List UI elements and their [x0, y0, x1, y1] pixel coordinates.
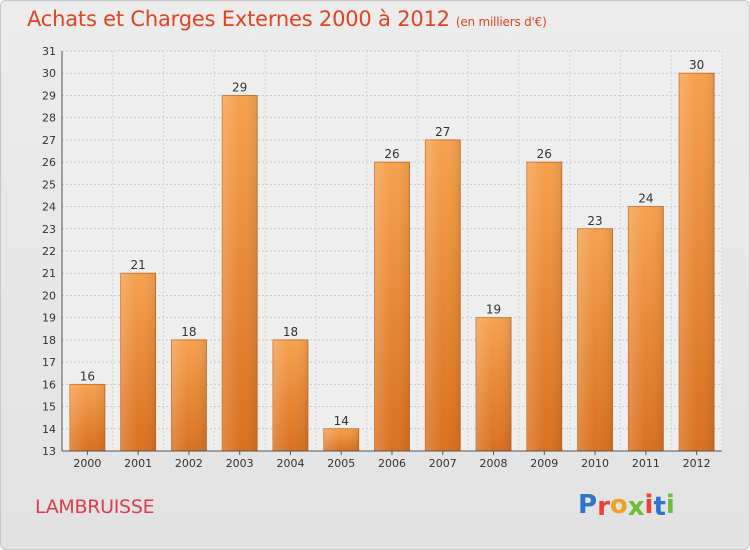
y-tick-label: 29 — [42, 89, 56, 102]
y-tick-label: 14 — [42, 423, 56, 436]
x-tick-label: 2009 — [530, 457, 558, 470]
y-tick-label: 16 — [42, 378, 56, 391]
y-tick-label: 25 — [42, 178, 56, 191]
bar-value-label: 18 — [181, 325, 196, 339]
bar-value-label: 29 — [232, 80, 247, 94]
bar-value-label: 24 — [638, 192, 653, 206]
x-tick-label: 2002 — [175, 457, 203, 470]
bar-shade — [425, 139, 461, 451]
y-tick-label: 28 — [42, 112, 56, 125]
x-tick-label: 2006 — [378, 457, 406, 470]
y-tick-label: 22 — [42, 245, 56, 258]
bar-shade — [171, 339, 207, 451]
chart-title: Achats et Charges Externes 2000 à 2012 (e… — [27, 7, 547, 31]
x-tick-label: 2011 — [632, 457, 660, 470]
proxiti-logo: Proxiti — [578, 490, 675, 522]
x-tick-label: 2010 — [581, 457, 609, 470]
x-tick-label: 2004 — [276, 457, 304, 470]
bar-shade — [526, 162, 562, 451]
bar-shade — [679, 73, 715, 451]
bar-value-label: 26 — [537, 147, 552, 161]
axis-layer: 13 14 15 16 17 18 19 20 21 22 23 24 25 26 27 28 29 30 31 16… — [42, 45, 722, 470]
logo-letter: t — [653, 492, 666, 522]
bar-shade — [222, 95, 258, 451]
logo-letter: i — [665, 490, 675, 520]
bar-value-label: 16 — [80, 369, 95, 383]
chart-title-text: Achats et Charges Externes 2000 à 2012 — [27, 7, 450, 31]
x-tick-label: 2007 — [429, 457, 457, 470]
bar-value-label: 21 — [131, 258, 146, 272]
y-tick-label: 20 — [42, 289, 56, 302]
y-tick-label: 21 — [42, 267, 56, 280]
bar-shade — [323, 428, 359, 451]
logo-letter: r — [597, 492, 610, 522]
bar-shade — [577, 228, 613, 451]
x-tick-label: 2001 — [124, 457, 152, 470]
bar-shade — [69, 384, 105, 451]
y-tick-label: 26 — [42, 156, 56, 169]
bar-value-label: 23 — [587, 214, 602, 228]
x-tick-label: 2003 — [226, 457, 254, 470]
y-tick-label: 23 — [42, 223, 56, 236]
x-tick-label: 2008 — [480, 457, 508, 470]
y-tick-label: 31 — [42, 45, 56, 58]
y-tick-label: 27 — [42, 134, 56, 147]
y-tick-label: 30 — [42, 67, 56, 80]
x-tick-label: 2000 — [73, 457, 101, 470]
logo-letter: P — [578, 490, 598, 520]
bar-shade — [476, 317, 512, 451]
bar-layer — [69, 72, 715, 452]
bar-shade — [120, 273, 156, 451]
logo-letter: i — [644, 490, 654, 520]
bar-value-label: 18 — [283, 325, 298, 339]
bar-value-label: 30 — [689, 58, 704, 72]
bar-value-label: 27 — [435, 125, 450, 139]
bar-shade — [628, 206, 664, 451]
bar-value-label: 19 — [486, 303, 501, 317]
y-tick-label: 15 — [42, 401, 56, 414]
bar-shade — [272, 339, 308, 451]
bar-value-label: 14 — [334, 414, 349, 428]
y-tick-label: 18 — [42, 334, 56, 347]
y-tick-label: 19 — [42, 312, 56, 325]
y-tick-label: 13 — [42, 445, 56, 458]
bar-shade — [374, 162, 410, 451]
y-tick-label: 24 — [42, 201, 56, 214]
x-tick-label: 2012 — [683, 457, 711, 470]
logo-letter: x — [627, 492, 645, 522]
chart-subtitle: (en milliers d'€) — [455, 15, 547, 29]
y-tick-label: 17 — [42, 356, 56, 369]
x-tick-label: 2005 — [327, 457, 355, 470]
logo-letter: o — [609, 490, 628, 520]
commune-name: LAMBRUISSE — [35, 496, 155, 518]
bar-value-label: 26 — [384, 147, 399, 161]
